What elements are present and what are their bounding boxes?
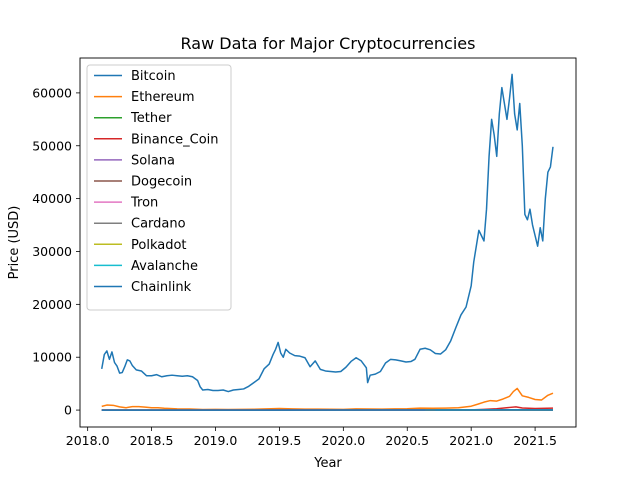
legend-box <box>86 64 232 311</box>
y-tick-label: 10000 <box>32 350 72 365</box>
x-tick-label: 2019.5 <box>258 433 302 448</box>
series-line-bitcoin <box>100 73 554 393</box>
y-axis: 0 10000 20000 30000 40000 50000 60000 <box>32 85 80 418</box>
y-tick-label: 0 <box>64 403 72 418</box>
y-axis-title: Price (USD) <box>7 206 22 280</box>
legend-label-dogecoin: Dogecoin <box>131 175 192 190</box>
legend-label-tron: Tron <box>130 196 158 211</box>
y-tick-label: 30000 <box>32 244 72 259</box>
legend: Bitcoin Ethereum Tether Binance_Coin Solana D… <box>86 64 232 311</box>
x-axis: 2018.0 2018.5 2019.0 2019.5 2020.0 2020.5 2021… <box>66 427 557 448</box>
legend-label-polkadot: Polkadot <box>131 238 187 253</box>
x-tick-label: 2020.0 <box>321 433 365 448</box>
legend-label-avalanche: Avalanche <box>131 259 198 274</box>
x-axis-title: Year <box>313 456 342 471</box>
legend-label-cardano: Cardano <box>131 217 186 232</box>
legend-label-ethereum: Ethereum <box>131 90 195 105</box>
legend-label-binance-coin: Binance_Coin <box>131 132 219 147</box>
y-tick-label: 40000 <box>32 191 72 206</box>
legend-label-tether: Tether <box>130 111 172 126</box>
x-tick-label: 2019.0 <box>194 433 238 448</box>
x-tick-label: 2020.5 <box>385 433 429 448</box>
plot-frame <box>79 57 577 428</box>
x-tick-label: 2021.5 <box>513 433 557 448</box>
y-tick-label: 50000 <box>32 138 72 153</box>
legend-label-bitcoin: Bitcoin <box>131 69 176 84</box>
legend-label-chainlink: Chainlink <box>131 280 192 295</box>
x-tick-label: 2018.0 <box>66 433 110 448</box>
plot-lines <box>100 73 554 411</box>
y-tick-label: 60000 <box>32 85 72 100</box>
legend-label-solana: Solana <box>131 153 175 168</box>
y-tick-label: 20000 <box>32 297 72 312</box>
x-tick-label: 2018.5 <box>130 433 174 448</box>
x-tick-label: 2021.0 <box>449 433 493 448</box>
chart-title: Raw Data for Major Cryptocurrencies <box>181 34 476 53</box>
